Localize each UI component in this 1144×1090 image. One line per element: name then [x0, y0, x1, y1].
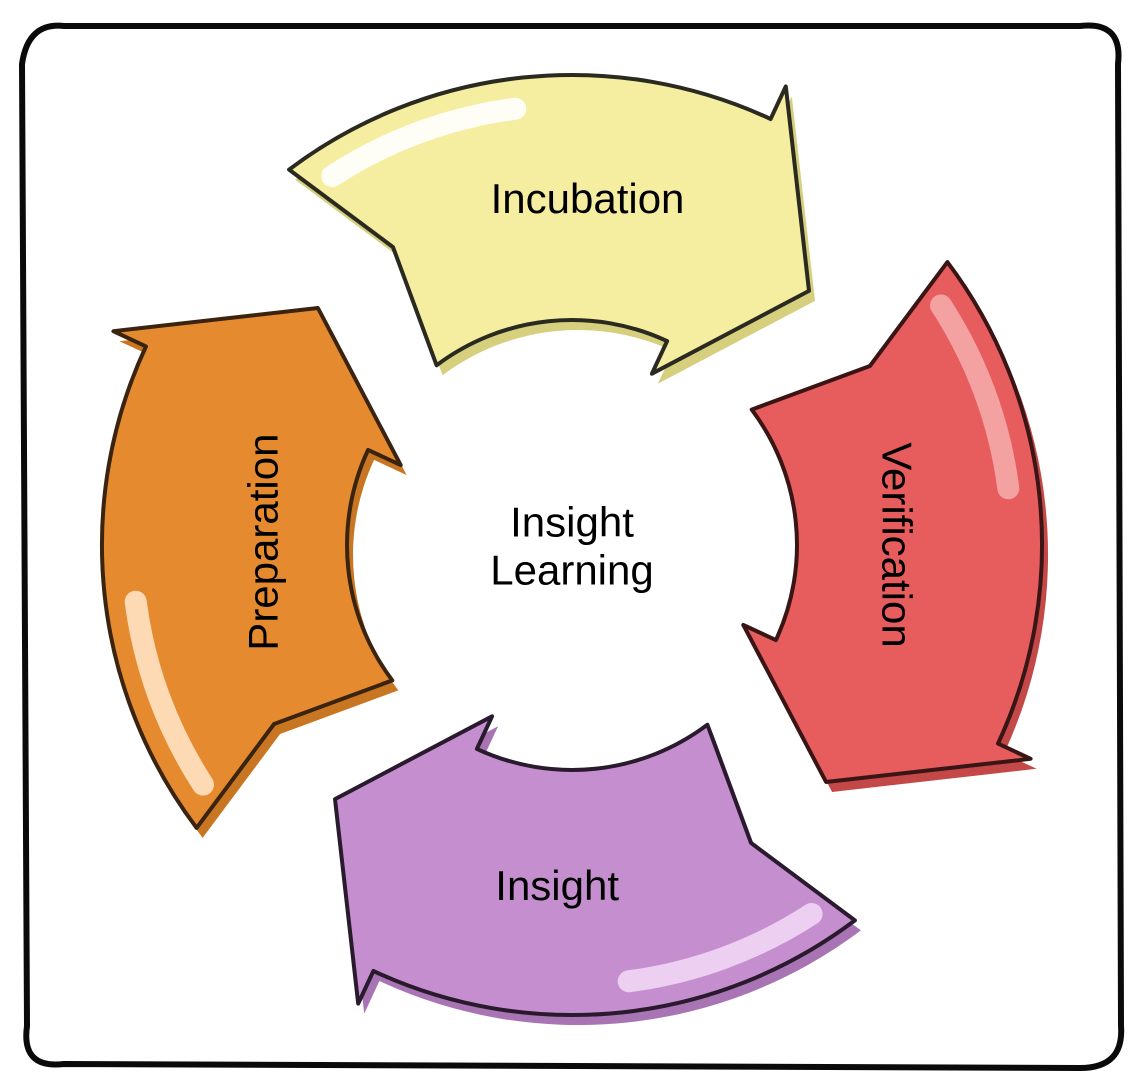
center-title-line1: Insight: [510, 499, 634, 546]
stage-label-verification: Verification: [872, 442, 920, 647]
center-title-line2: Learning: [490, 547, 653, 594]
stage-label-insight: Insight: [495, 862, 619, 910]
stage-label-incubation: Incubation: [491, 175, 685, 223]
stage-label-preparation: Preparation: [240, 434, 288, 651]
center-title: Insight Learning: [490, 499, 653, 596]
diagram-canvas: Insight Learning Incubation Verification…: [0, 0, 1144, 1090]
